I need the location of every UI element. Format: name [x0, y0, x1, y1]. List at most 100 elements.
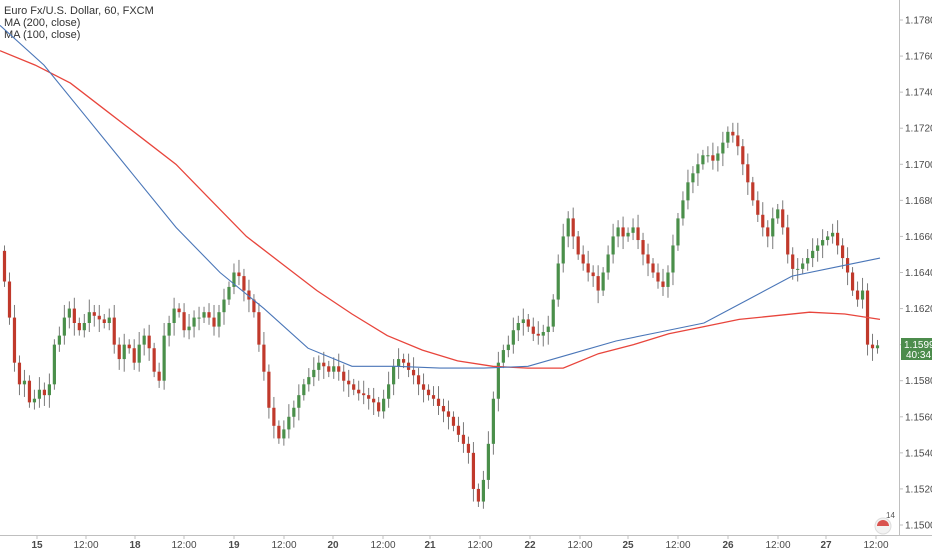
x-tick-label: 26: [722, 540, 734, 550]
y-tick-label: 1.17600: [905, 52, 932, 63]
candle: [586, 250, 590, 282]
candle: [272, 396, 276, 439]
candle: [671, 234, 675, 286]
candle: [571, 207, 575, 250]
candle: [237, 259, 241, 286]
candle: [626, 227, 630, 242]
candle: [232, 263, 236, 295]
candle: [511, 317, 515, 354]
candle: [202, 306, 206, 323]
candle: [92, 304, 96, 327]
candle: [661, 268, 665, 296]
x-tick-label: 12:00: [467, 540, 492, 550]
candle: [865, 283, 870, 356]
candle: [22, 369, 27, 397]
candle: [72, 297, 76, 336]
candle: [107, 308, 111, 331]
candle: [52, 339, 56, 390]
y-tick-label: 1.15600: [905, 412, 932, 423]
candle: [691, 166, 695, 194]
candle: [835, 220, 840, 255]
candle: [392, 359, 396, 396]
candle: [406, 353, 411, 378]
ma100-line: [0, 24, 881, 369]
candle: [32, 389, 37, 410]
candle: [352, 378, 356, 396]
candle: [666, 265, 670, 298]
candle: [461, 422, 466, 453]
candle: [486, 431, 490, 489]
x-tick-label: 22: [524, 540, 536, 550]
candle: [711, 142, 715, 170]
candle: [766, 220, 770, 248]
y-tick-label: 1.15800: [905, 376, 932, 387]
candle: [67, 301, 71, 329]
candle: [811, 238, 815, 268]
x-tick-label: 18: [129, 540, 141, 550]
y-tick-label: 1.16400: [905, 268, 932, 279]
candle: [551, 294, 555, 333]
legend-ma200: MA (200, close): [4, 17, 81, 29]
candle: [561, 223, 565, 273]
price-tag-price: 1.15996: [904, 340, 932, 351]
y-tick-label: 1.15400: [905, 448, 932, 459]
y-tick-label: 1.16200: [905, 304, 932, 315]
candle: [117, 337, 121, 370]
price-tag: 1.15996 40:34: [901, 338, 932, 361]
candle: [831, 223, 835, 244]
x-axis-ticks: 15 12:00 18 12:00 19 12:00 20 12:00 21 12:00 22 12:…: [31, 535, 889, 550]
candle: [122, 333, 126, 372]
chart-title: Euro Fx/U.S. Dollar, 60, FXCM: [4, 5, 154, 17]
candle: [806, 249, 810, 271]
candle: [357, 380, 361, 401]
candles-layer: [2, 122, 880, 509]
candle: [322, 351, 326, 379]
candle: [192, 310, 196, 338]
candle: [751, 176, 755, 206]
candle: [706, 146, 710, 163]
candle: [521, 308, 525, 336]
candle: [137, 332, 141, 372]
candle: [451, 411, 456, 432]
candle: [42, 382, 47, 406]
x-tick-label: 21: [424, 540, 436, 550]
candle: [312, 357, 316, 387]
x-tick-label: 12:00: [863, 540, 888, 550]
x-tick-label: 15: [31, 540, 43, 550]
candle: [786, 214, 790, 264]
candle: [12, 304, 17, 372]
badge-count: 14: [886, 511, 895, 520]
candle: [37, 377, 42, 408]
candle: [596, 265, 600, 304]
candle: [182, 303, 186, 338]
candle: [591, 265, 595, 287]
y-tick-label: 1.17800: [905, 16, 932, 27]
candle: [496, 351, 500, 412]
candle: [636, 214, 640, 250]
candle: [656, 263, 660, 289]
candle: [466, 436, 471, 464]
y-tick-label: 1.17200: [905, 124, 932, 135]
candle: [870, 333, 875, 361]
x-tick-label: 12:00: [567, 540, 592, 550]
candle: [526, 313, 530, 333]
candle: [222, 288, 226, 325]
candle: [292, 400, 296, 428]
x-tick-label: 25: [622, 540, 634, 550]
candle: [212, 304, 216, 336]
candle: [132, 339, 136, 370]
candle: [347, 369, 351, 397]
candle: [446, 400, 451, 430]
candle: [57, 326, 61, 352]
candle: [102, 313, 106, 329]
candle: [152, 342, 156, 378]
candle: [686, 169, 690, 210]
notification-badge[interactable]: 14: [874, 511, 895, 535]
candle: [606, 245, 610, 280]
candle: [387, 371, 391, 408]
candle: [287, 404, 291, 439]
candle: [382, 389, 386, 419]
candle: [860, 277, 865, 309]
candle: [481, 470, 486, 509]
